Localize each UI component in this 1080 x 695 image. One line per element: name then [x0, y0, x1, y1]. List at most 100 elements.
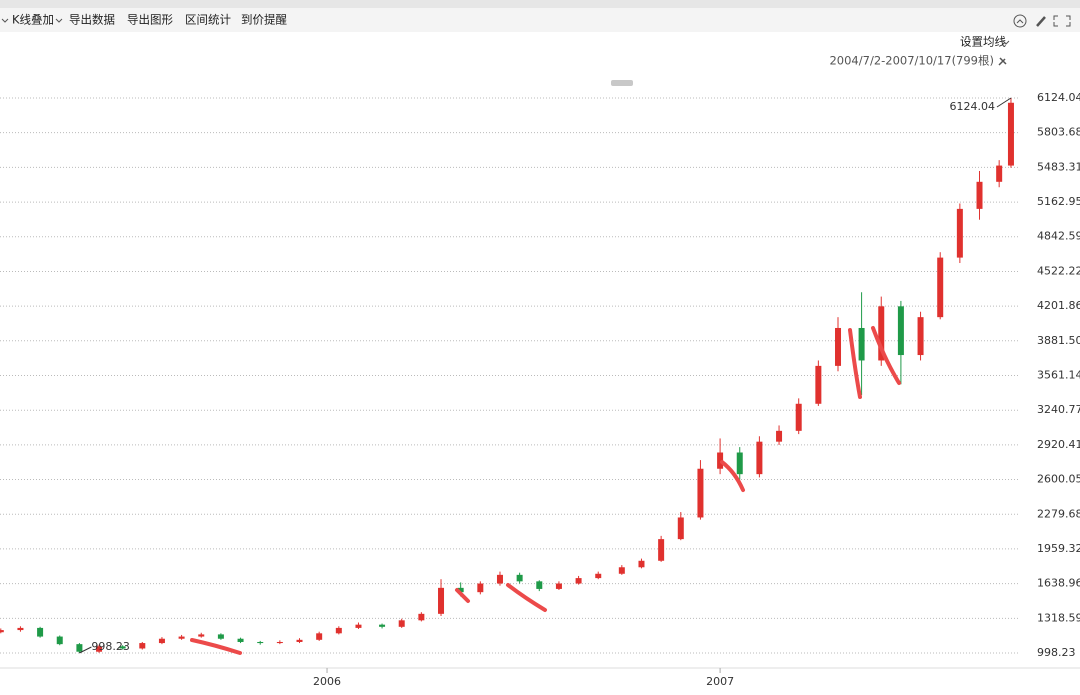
y-tick-label: 2600.05 — [1037, 473, 1080, 486]
candle-body — [1007, 102, 1014, 166]
toolbar-item[interactable]: 区间统计 — [185, 13, 231, 27]
candle-body — [658, 539, 665, 561]
hand-stroke — [871, 326, 901, 385]
candle-body — [56, 636, 63, 645]
candle-body — [776, 430, 783, 442]
candle-body — [37, 627, 44, 637]
collapse-icon[interactable] — [1013, 14, 1027, 28]
y-tick-label: 5483.31 — [1037, 160, 1080, 173]
chevron — [1002, 40, 1010, 45]
candle-body — [217, 634, 224, 639]
candle-body — [976, 181, 983, 209]
fullscreen-icon[interactable] — [1053, 15, 1071, 27]
toolbar-items: K线叠加 导出数据 导出图形 区间统计 到价提醒 — [12, 13, 287, 27]
candle-body — [457, 587, 464, 593]
hand-stroke — [720, 460, 745, 492]
pin-icon[interactable] — [998, 57, 1007, 66]
draw-icon[interactable] — [1036, 16, 1046, 27]
candle-body — [178, 636, 185, 639]
candle-body — [736, 452, 743, 475]
hand-stroke — [455, 588, 470, 603]
y-tick-label: 4842.59 — [1037, 230, 1080, 243]
candle-body — [815, 365, 822, 404]
toolbar-item[interactable]: 导出数据 — [69, 13, 115, 27]
toolbar-item[interactable]: 导出图形 — [127, 13, 173, 27]
annotation-arrow — [79, 646, 92, 654]
candle-body — [17, 627, 24, 631]
candle-body — [398, 620, 405, 627]
candle-body — [438, 587, 445, 614]
y-tick-label: 1959.32 — [1037, 542, 1080, 555]
candle-body — [555, 583, 562, 589]
x-tick-label: 2007 — [706, 675, 734, 688]
candle-body — [96, 646, 103, 652]
top-strip — [0, 0, 1080, 8]
chevron[interactable] — [55, 18, 63, 23]
ma-setting[interactable]: 设置均线 — [960, 35, 1006, 49]
candle-body — [595, 573, 602, 579]
candle-body — [237, 638, 244, 642]
candle-body — [76, 644, 83, 652]
plot: 998.23 1318.59 1638.96 1959.32 2279.68 2600.0… — [0, 91, 1080, 688]
candle-body — [355, 624, 362, 628]
hand-stroke — [190, 638, 242, 655]
chevron — [1, 18, 9, 23]
candle-body — [638, 560, 645, 568]
hand-stroke — [848, 328, 862, 399]
y-tick-label: 2279.68 — [1037, 507, 1080, 520]
candle-body — [917, 317, 924, 356]
candle-body — [198, 634, 205, 637]
candle-body — [677, 517, 684, 540]
hand-stroke — [506, 583, 547, 612]
toolbar — [0, 8, 1080, 32]
candle-body — [717, 452, 724, 469]
candle-body — [956, 208, 963, 258]
candle-body — [835, 327, 842, 366]
candle-body — [516, 574, 523, 582]
y-tick-label: 1318.59 — [1037, 611, 1080, 624]
candle-body — [379, 624, 386, 627]
y-tick-label: 6124.04 — [1037, 91, 1080, 104]
candle-body — [878, 306, 885, 361]
y-tick-label: 998.23 — [1037, 646, 1076, 659]
y-tick-label: 2920.41 — [1037, 438, 1080, 451]
annotation-label: 998.23 — [91, 640, 129, 653]
y-tick-label: 5162.95 — [1037, 195, 1080, 208]
candle-body — [858, 327, 865, 361]
y-tick-label: 5803.68 — [1037, 126, 1080, 139]
y-tick-label: 4201.86 — [1037, 299, 1080, 312]
collapse-arrow — [1016, 19, 1024, 24]
hand-marks — [190, 326, 901, 655]
candle-body — [697, 468, 704, 518]
candle-body — [158, 638, 165, 644]
candle-body — [316, 633, 323, 640]
toolbar-item[interactable]: K线叠加 — [12, 13, 54, 27]
candle-body — [618, 567, 625, 574]
candle-body — [139, 643, 146, 649]
candle-body — [496, 574, 503, 584]
toolbar-item[interactable]: 到价提醒 — [241, 13, 287, 27]
candle-body — [335, 627, 342, 634]
candle-body — [897, 306, 904, 356]
candle-body — [296, 639, 303, 642]
candle-body — [119, 646, 126, 649]
drag-handle[interactable] — [611, 80, 633, 86]
candle-body — [418, 613, 425, 621]
candle-body — [0, 630, 4, 633]
y-tick-label: 3881.50 — [1037, 334, 1080, 347]
date-range: 2004/7/2-2007/10/17(799根) — [829, 54, 994, 68]
candle-body — [996, 165, 1003, 182]
candle-body — [756, 441, 763, 475]
candle-body — [276, 641, 283, 644]
y-tick-label: 3561.14 — [1037, 368, 1080, 381]
candle-body — [575, 578, 582, 584]
candle-body — [257, 641, 264, 644]
annotation-label: 6124.04 — [949, 100, 995, 113]
y-tick-label: 1638.96 — [1037, 577, 1080, 590]
x-tick-label: 2006 — [313, 675, 341, 688]
candle-body — [937, 257, 944, 318]
candle-body — [477, 583, 484, 593]
candle-body — [536, 581, 543, 589]
candle-body — [795, 403, 802, 431]
